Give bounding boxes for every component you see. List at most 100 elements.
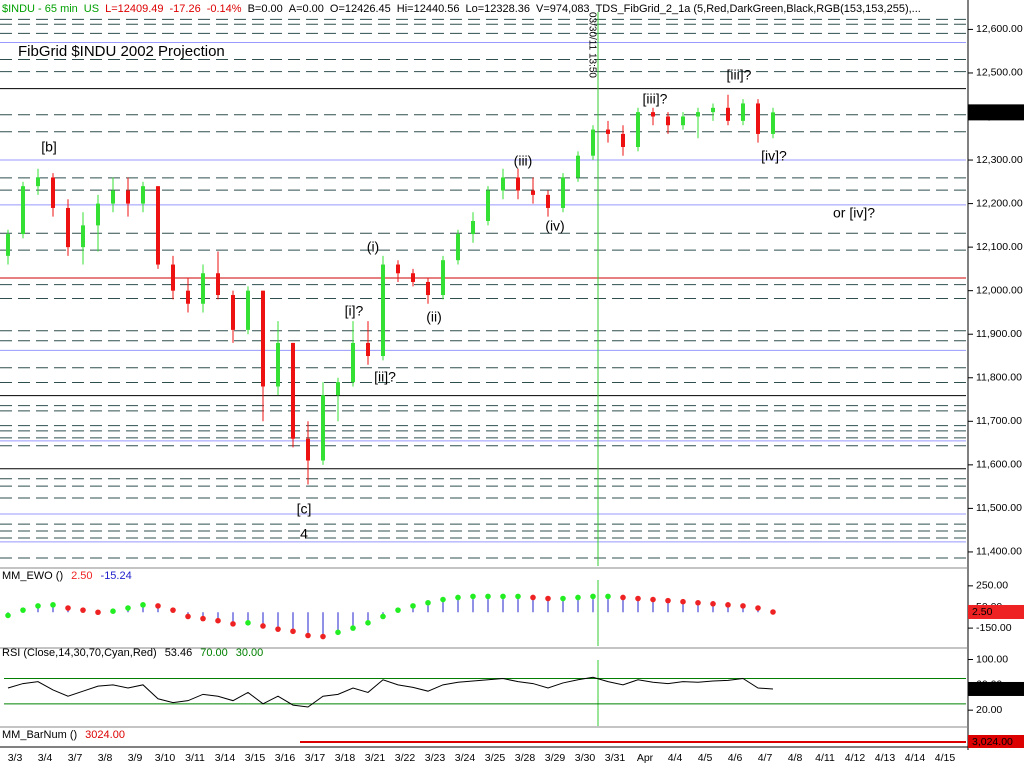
wave-label: (iii) [514, 153, 533, 169]
y-tick-label: -150.00 [976, 622, 1012, 634]
header-item: US [84, 3, 99, 15]
candle-body [126, 190, 130, 204]
wave-label: [ii]? [374, 369, 396, 385]
ewo-dot [425, 599, 431, 606]
ewo-dot [110, 608, 116, 614]
x-tick-label: 3/23 [425, 752, 446, 764]
ewo-dot [590, 593, 596, 600]
x-tick-label: 3/15 [245, 752, 266, 764]
indicator-header: MM_EWO () 2.50 -15.24 [2, 570, 132, 582]
ewo-dot [410, 603, 416, 609]
ewo-dot [470, 593, 476, 600]
candle-body [636, 112, 640, 147]
ewo-dot [455, 594, 461, 601]
candle-body [66, 207, 70, 248]
indicator-readout: -15.24 [101, 570, 132, 582]
candle-body [246, 290, 250, 330]
ewo-dot [320, 633, 326, 640]
candle-body [741, 103, 745, 121]
candle-body [771, 112, 775, 134]
y-tick-label: 11,500.00 [976, 502, 1022, 514]
ewo-dot [740, 603, 746, 609]
x-tick-label: 3/28 [515, 752, 536, 764]
indicator-readout: 3024.00 [85, 729, 125, 741]
x-tick-label: 3/22 [395, 752, 416, 764]
candle-body [531, 190, 535, 195]
candle-body [621, 133, 625, 147]
candle-body [351, 342, 355, 383]
header-item: V=974,083 [536, 3, 590, 15]
candle-body [6, 234, 10, 256]
header-item: B=0.00 [248, 3, 283, 15]
ewo-dot [215, 617, 221, 624]
ewo-dot [770, 609, 776, 615]
header-item: O=12426.45 [330, 3, 391, 15]
candle-body [171, 264, 175, 291]
y-tick-label: 12,300.00 [976, 154, 1023, 166]
y-tick-label: 12,500.00 [976, 67, 1023, 79]
x-tick-label: 3/30 [575, 752, 596, 764]
x-tick-label: Apr [637, 752, 654, 764]
ewo-dot [560, 595, 566, 602]
ewo-dot [290, 628, 296, 635]
y-tick-label: 12,200.00 [976, 197, 1023, 209]
header-item: $INDU - 65 min [2, 3, 78, 15]
candle-body [756, 103, 760, 134]
x-tick-label: 3/25 [485, 752, 506, 764]
price-box [968, 104, 1024, 121]
ewo-dot [635, 595, 641, 602]
indicator-title: MM_BarNum () [2, 729, 77, 741]
x-tick-label: 3/17 [305, 752, 326, 764]
x-tick-label: 4/5 [698, 752, 713, 764]
rsi-line [7, 676, 774, 708]
wave-label: [iii]? [727, 67, 752, 83]
ewo-dot [440, 596, 446, 603]
candle-body [366, 342, 370, 356]
candle-body [411, 273, 415, 282]
ewo-dot [620, 594, 626, 601]
header-item: -17.26 [170, 3, 201, 15]
candle-body [471, 221, 475, 235]
indicator-title: MM_EWO () [2, 570, 63, 582]
candle-body [96, 203, 100, 226]
candle-body [141, 186, 145, 204]
ewo-dot [755, 605, 761, 611]
x-tick-label: 3/31 [605, 752, 626, 764]
chart-title: FibGrid $INDU 2002 Projection [18, 43, 225, 60]
candle-body [426, 281, 430, 296]
candle-body [546, 194, 550, 208]
ewo-dot [605, 593, 611, 600]
ewo-dot [260, 623, 266, 629]
indicator-header: MM_BarNum () 3024.00 [2, 729, 125, 741]
ewo-dot [65, 605, 71, 611]
ewo-dot [530, 594, 536, 601]
x-tick-label: 4/6 [728, 752, 743, 764]
ewo-dot [155, 603, 161, 609]
ewo-dot [35, 603, 41, 609]
x-tick-label: 3/21 [365, 752, 386, 764]
wave-label: [iv]? [761, 148, 787, 164]
x-tick-label: 3/29 [545, 752, 566, 764]
y-tick-label: 12,000.00 [976, 284, 1023, 296]
ewo-dot [695, 599, 701, 606]
candle-body [711, 107, 715, 113]
x-tick-label: 3/16 [275, 752, 296, 764]
candle-body [591, 129, 595, 156]
candle-body [111, 190, 115, 204]
indicator-readout: 30.00 [236, 647, 264, 659]
y-tick-label: 11,400.00 [976, 546, 1022, 558]
candle-body [321, 395, 325, 461]
candle-body [681, 116, 685, 126]
candle-body [261, 290, 265, 387]
candle-body [306, 438, 310, 461]
header-item: Hi=12440.56 [397, 3, 460, 15]
candle-body [81, 225, 85, 248]
indicator-readout: 2.50 [71, 570, 92, 582]
ewo-dot [20, 607, 26, 613]
indicator-header: RSI (Close,14,30,70,Cyan,Red) 53.46 70.00 3… [2, 647, 263, 659]
y-tick-label: 12,600.00 [976, 23, 1023, 35]
ewo-dot [305, 632, 311, 639]
candle-body [726, 107, 730, 121]
